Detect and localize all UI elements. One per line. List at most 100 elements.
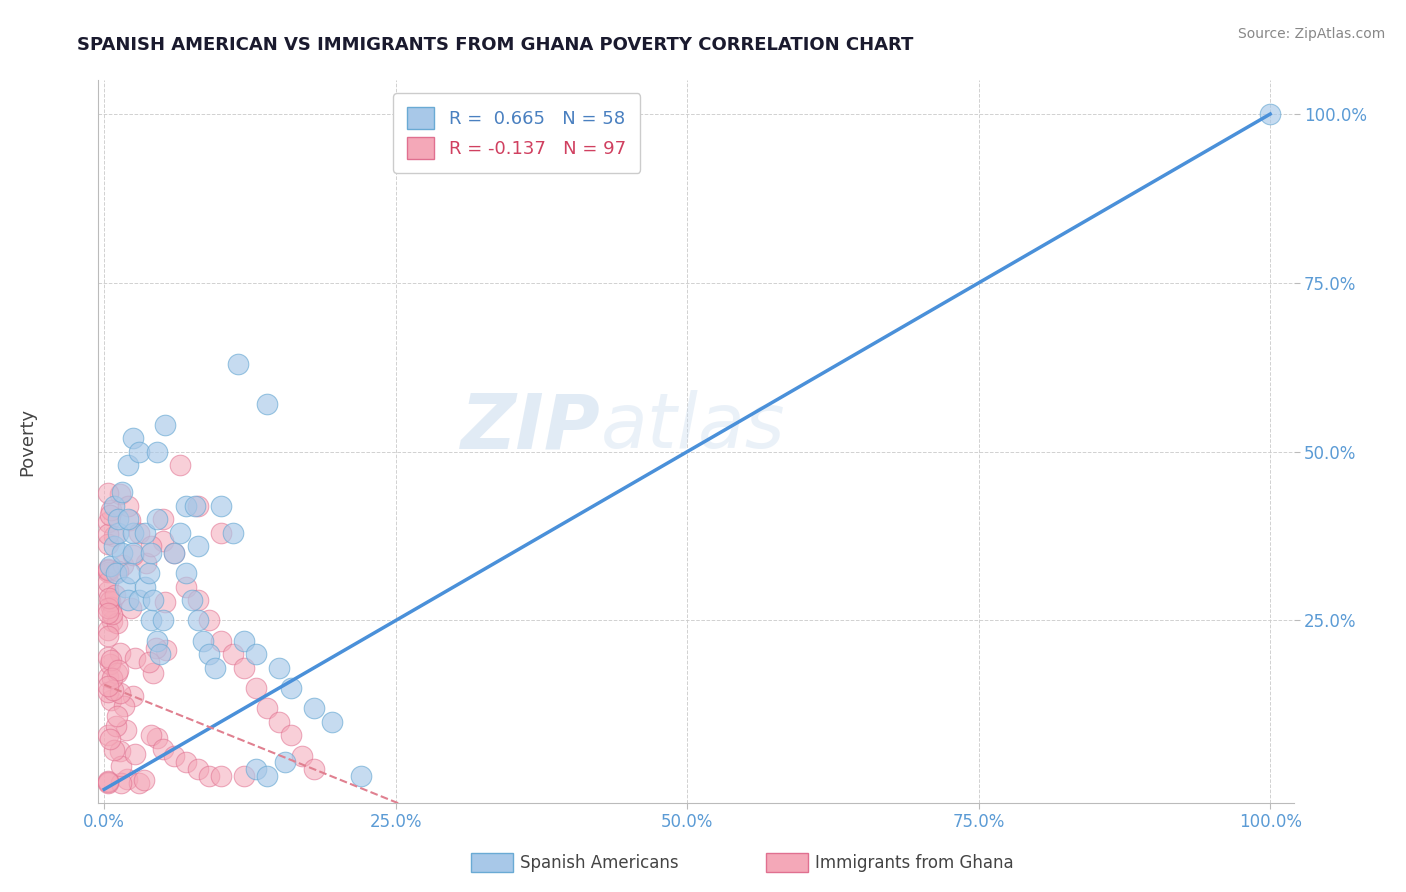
Point	[110, 646, 132, 660]
Point	[120, 601, 142, 615]
Point	[245, 647, 267, 661]
Point	[134, 580, 156, 594]
Point	[145, 633, 167, 648]
Point	[100, 503, 122, 517]
Point	[209, 499, 232, 513]
Point	[163, 748, 186, 763]
Point	[100, 600, 122, 615]
Point	[221, 525, 243, 540]
Point	[100, 693, 122, 707]
Point	[152, 741, 174, 756]
Point	[105, 719, 128, 733]
Point	[145, 444, 167, 458]
Point	[108, 686, 131, 700]
Point	[198, 647, 221, 661]
Text: Immigrants from Ghana: Immigrants from Ghana	[815, 854, 1014, 871]
Point	[174, 756, 197, 770]
Point	[174, 499, 197, 513]
Point	[163, 546, 186, 560]
Point	[256, 397, 278, 411]
Point	[107, 512, 129, 526]
Point	[152, 614, 174, 628]
Point	[256, 769, 278, 783]
Point	[97, 623, 120, 637]
Point	[146, 731, 169, 745]
Point	[209, 525, 232, 540]
Point	[139, 546, 162, 560]
Point	[128, 593, 150, 607]
Text: Source: ZipAtlas.com: Source: ZipAtlas.com	[1237, 27, 1385, 41]
Point	[269, 661, 291, 675]
Text: Spanish Americans: Spanish Americans	[520, 854, 679, 871]
Point	[122, 525, 145, 540]
Point	[139, 539, 162, 553]
Point	[118, 566, 141, 581]
Point	[97, 685, 120, 699]
Point	[108, 744, 131, 758]
Point	[221, 647, 243, 661]
Point	[111, 485, 134, 500]
Point	[256, 701, 278, 715]
Point	[117, 499, 139, 513]
Point	[128, 775, 150, 789]
Point	[193, 633, 215, 648]
Point	[145, 512, 167, 526]
Point	[186, 499, 208, 513]
Point	[97, 486, 120, 500]
Point	[98, 657, 121, 671]
Point	[110, 759, 132, 773]
Point	[209, 633, 232, 648]
Point	[97, 773, 120, 788]
Point	[103, 743, 125, 757]
Point	[97, 526, 120, 541]
Point	[142, 665, 165, 680]
Point	[107, 663, 129, 677]
Text: SPANISH AMERICAN VS IMMIGRANTS FROM GHANA POVERTY CORRELATION CHART: SPANISH AMERICAN VS IMMIGRANTS FROM GHAN…	[77, 36, 914, 54]
Point	[274, 756, 297, 770]
Point	[186, 593, 208, 607]
Point	[111, 546, 134, 560]
Point	[97, 562, 120, 576]
Point	[198, 614, 221, 628]
Point	[112, 698, 135, 713]
Legend: R =  0.665   N = 58, R = -0.137   N = 97: R = 0.665 N = 58, R = -0.137 N = 97	[392, 93, 641, 173]
Point	[97, 516, 120, 530]
Point	[245, 681, 267, 695]
Point	[135, 557, 157, 571]
Point	[198, 769, 221, 783]
Point	[98, 732, 121, 747]
Point	[103, 529, 125, 543]
Point	[117, 593, 139, 607]
Point	[97, 601, 120, 615]
Point	[122, 689, 145, 703]
Point	[101, 615, 124, 629]
Point	[321, 714, 343, 729]
Point	[97, 537, 120, 551]
Point	[124, 650, 146, 665]
Point	[269, 714, 291, 729]
Point	[120, 513, 142, 527]
Point	[186, 614, 208, 628]
Point	[155, 595, 177, 609]
Point	[97, 563, 120, 577]
Point	[98, 559, 121, 574]
Point	[134, 525, 156, 540]
Point	[145, 641, 167, 656]
Point	[180, 593, 202, 607]
Point	[186, 762, 208, 776]
Point	[97, 728, 120, 742]
Point	[152, 512, 174, 526]
Point	[105, 665, 128, 680]
Point	[128, 444, 150, 458]
Point	[97, 565, 120, 579]
Point	[280, 728, 302, 742]
Point	[98, 591, 121, 606]
Point	[138, 566, 160, 581]
Point	[169, 458, 191, 472]
Point	[174, 580, 197, 594]
Point	[97, 775, 120, 789]
Text: atlas: atlas	[600, 390, 785, 464]
Point	[122, 546, 145, 560]
Point	[107, 525, 129, 540]
Point	[97, 629, 120, 643]
